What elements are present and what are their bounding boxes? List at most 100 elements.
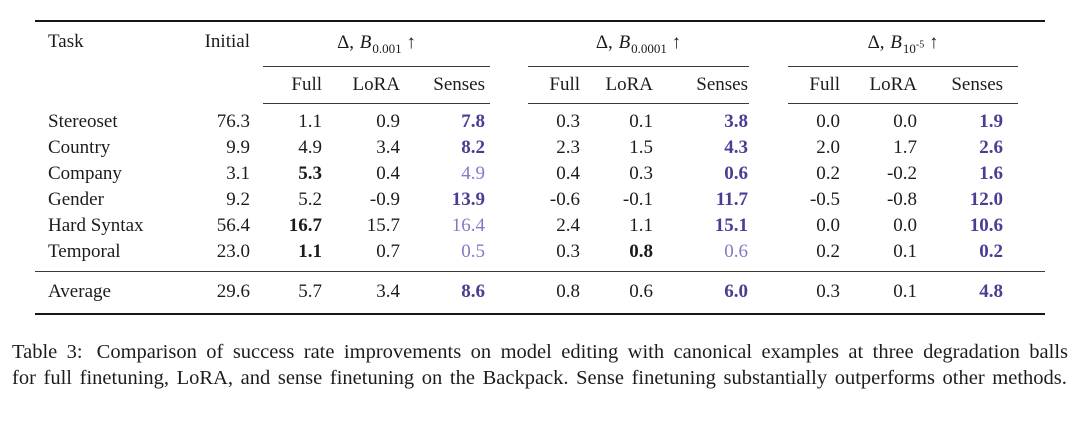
- value-cell: 0.2: [816, 240, 841, 262]
- group-header-ball-0001: Δ, B0.001 ↑: [250, 21, 490, 67]
- group-header-ball-1e-5: Δ, B10-5 ↑: [750, 21, 1045, 67]
- value-cell: 0.4: [376, 162, 400, 184]
- value-cell: 0.6: [724, 240, 749, 262]
- value-cell: 3.8: [724, 110, 749, 132]
- value-cell: 0.1: [629, 110, 653, 132]
- value-cell: 15.1: [714, 214, 749, 236]
- value-cell: 1.1: [298, 110, 322, 132]
- value-cell: 5.3: [298, 162, 322, 184]
- task-label: Temporal: [48, 240, 121, 262]
- column-header-task: Task: [48, 31, 84, 52]
- value-cell: -0.9: [369, 188, 400, 210]
- value-cell: 8.2: [461, 136, 485, 158]
- column-header-lora: LoRA: [869, 73, 918, 95]
- task-label: Country: [48, 136, 111, 158]
- value-cell: 2.6: [979, 136, 1004, 158]
- value-cell: 8.6: [400, 270, 490, 314]
- value-cell: 1.1: [298, 240, 322, 262]
- average-row: Average 29.6 5.7 3.4 8.6 0.8 0.6 6.0 0.3 0.1 4.8: [35, 270, 1046, 314]
- column-header-lora: LoRA: [352, 73, 401, 95]
- value-cell: 2.0: [816, 136, 841, 158]
- value-cell: 0.2: [816, 162, 841, 184]
- initial-value: 9.9: [226, 136, 250, 158]
- initial-value: 23.0: [216, 240, 250, 262]
- value-cell: 0.5: [461, 240, 485, 262]
- table-header: Task Initial Δ, B0.001 ↑ Δ, B0.0001 ↑ Δ,…: [35, 21, 1045, 104]
- task-label: Gender: [48, 188, 104, 210]
- value-cell: 0.4: [556, 162, 580, 184]
- value-cell: 0.3: [556, 110, 580, 132]
- initial-value: 56.4: [216, 214, 250, 236]
- value-cell: 0.1: [893, 240, 918, 262]
- initial-value: 29.6: [185, 270, 250, 314]
- value-cell: 13.9: [451, 188, 485, 210]
- subheader-row: Full LoRA Senses Full LoRA Senses Full LoRA Sens…: [35, 67, 1045, 97]
- table-row: Stereoset 76.3 1.1 0.9 7.8 0.3 0.1 3.8 0.0 0.0 1.9: [35, 104, 1045, 135]
- value-cell: -0.8: [886, 188, 918, 210]
- results-table-body: Stereoset 76.3 1.1 0.9 7.8 0.3 0.1 3.8 0.0 0.0 1.9…: [35, 104, 1046, 314]
- value-cell: 0.0: [893, 214, 918, 236]
- table-row: Hard Syntax 56.4 16.7 15.7 16.4 2.4 1.1 15.1 0.0…: [35, 213, 1045, 239]
- value-cell: 5.2: [298, 188, 322, 210]
- value-cell: 0.6: [580, 270, 653, 314]
- cmidrule: [263, 102, 490, 104]
- group-header-label: Δ, B0.001 ↑: [263, 31, 490, 67]
- table-caption: Table 3: Comparison of success rate impro…: [6, 339, 1074, 392]
- column-header-full: Full: [549, 73, 580, 95]
- value-cell: 4.9: [461, 162, 485, 184]
- value-cell: 0.2: [979, 240, 1004, 262]
- column-header-lora: LoRA: [605, 73, 654, 95]
- task-label: Average: [35, 270, 185, 314]
- group-header-label: Δ, B10-5 ↑: [788, 31, 1019, 67]
- table-row: Temporal 23.0 1.1 0.7 0.5 0.3 0.8 0.6 0.2 0.1 0.2: [35, 239, 1045, 272]
- column-header-senses: Senses: [433, 73, 485, 95]
- value-cell: 4.9: [298, 136, 322, 158]
- value-cell: 6.0: [653, 270, 751, 314]
- value-cell: 1.6: [979, 162, 1004, 184]
- value-cell: -0.5: [809, 188, 841, 210]
- initial-value: 3.1: [226, 162, 250, 184]
- column-header-senses: Senses: [951, 73, 1004, 95]
- value-cell: 16.7: [288, 214, 322, 236]
- value-cell: 1.9: [979, 110, 1004, 132]
- value-cell: 15.7: [366, 214, 400, 236]
- table-row: Gender 9.2 5.2 -0.9 13.9 -0.6 -0.1 11.7 -0.5 -0.8…: [35, 187, 1045, 213]
- value-cell: 0.8: [629, 240, 653, 262]
- initial-value: 76.3: [216, 110, 250, 132]
- value-cell: 0.1: [840, 270, 918, 314]
- value-cell: 3.4: [322, 270, 400, 314]
- group-header-label: Δ, B0.0001 ↑: [528, 31, 750, 67]
- value-cell: 2.3: [556, 136, 580, 158]
- task-label: Company: [48, 162, 122, 184]
- column-header-full: Full: [291, 73, 322, 95]
- results-table: Task Initial Δ, B0.001 ↑ Δ, B0.0001 ↑ Δ,…: [35, 20, 1046, 315]
- column-header-full: Full: [809, 73, 841, 95]
- value-cell: 11.7: [715, 188, 749, 210]
- column-header-senses: Senses: [696, 73, 749, 95]
- value-cell: 4.8: [917, 270, 1046, 314]
- value-cell: -0.6: [549, 188, 580, 210]
- value-cell: 0.0: [893, 110, 918, 132]
- page: { "table": { "task_header": "Task", "ini…: [0, 20, 1080, 448]
- value-cell: 0.7: [376, 240, 400, 262]
- value-cell: 0.3: [556, 240, 580, 262]
- value-cell: 0.9: [376, 110, 400, 132]
- value-cell: 0.8: [490, 270, 580, 314]
- value-cell: -0.2: [886, 162, 918, 184]
- value-cell: 0.6: [724, 162, 749, 184]
- group-header-ball-00001: Δ, B0.0001 ↑: [490, 21, 750, 67]
- column-header-initial: Initial: [204, 31, 250, 52]
- cmidrule: [528, 102, 750, 104]
- task-label: Stereoset: [48, 110, 118, 132]
- value-cell: 5.7: [250, 270, 322, 314]
- value-cell: 4.3: [724, 136, 749, 158]
- value-cell: 0.3: [629, 162, 653, 184]
- caption-text: Comparison of success rate improvements …: [12, 340, 1068, 390]
- table-row: Country 9.9 4.9 3.4 8.2 2.3 1.5 4.3 2.0 1.7 2.6: [35, 135, 1045, 161]
- value-cell: 1.1: [629, 214, 653, 236]
- value-cell: 16.4: [451, 214, 485, 236]
- table-row: Company 3.1 5.3 0.4 4.9 0.4 0.3 0.6 0.2 -0.2 1.6: [35, 161, 1045, 187]
- header-row: Task Initial Δ, B0.001 ↑ Δ, B0.0001 ↑ Δ,…: [35, 21, 1045, 67]
- value-cell: 0.3: [750, 270, 841, 314]
- value-cell: 1.7: [893, 136, 918, 158]
